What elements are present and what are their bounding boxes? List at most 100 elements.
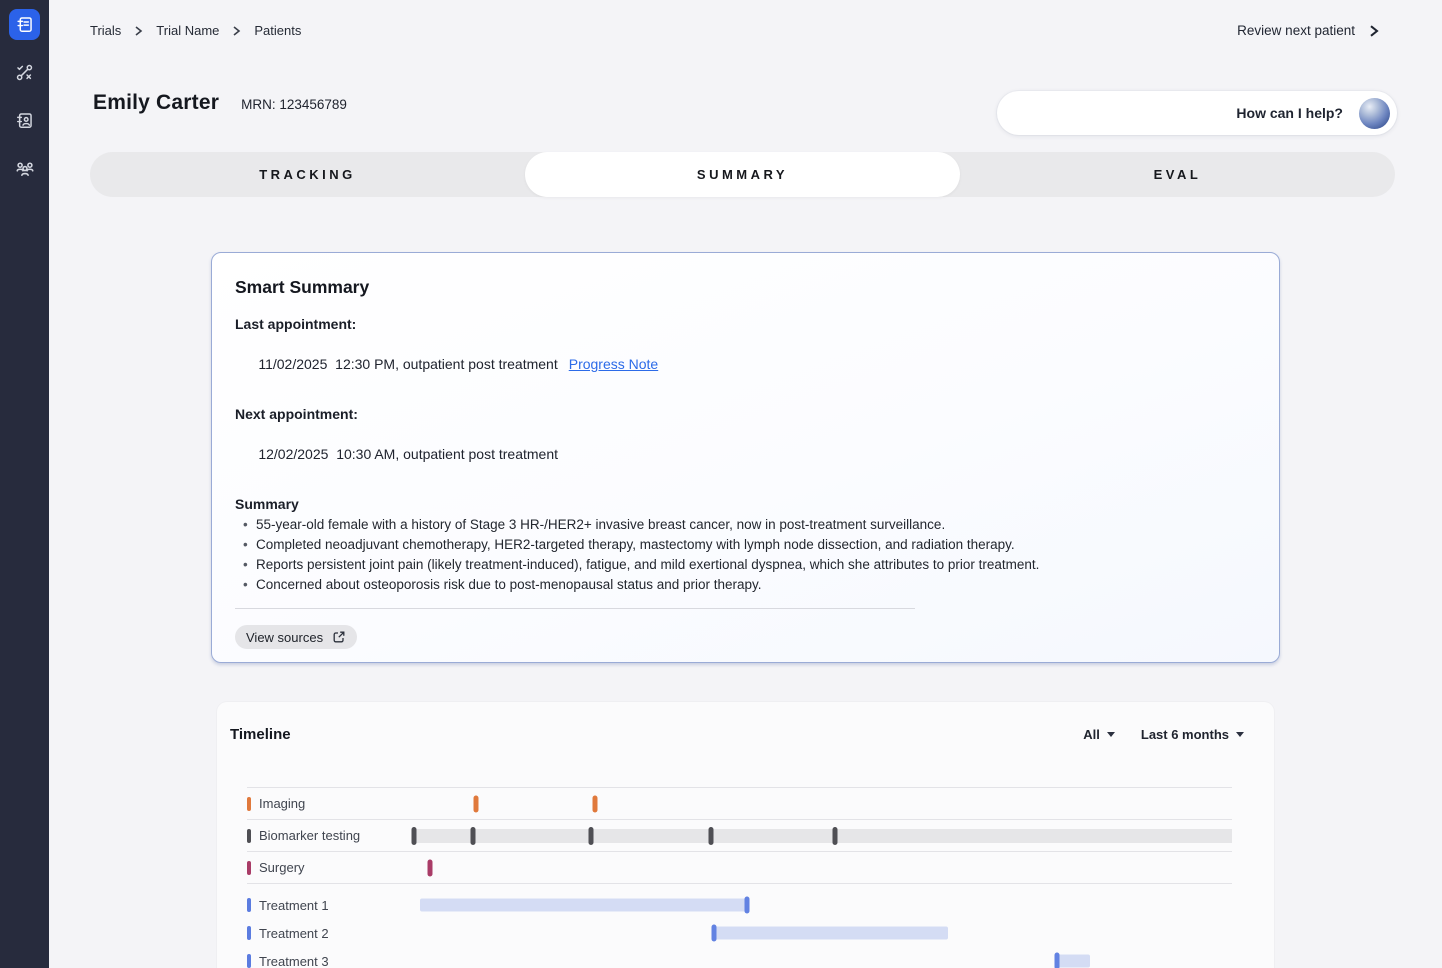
patient-record-icon	[17, 113, 32, 128]
timeline-row-canvas	[247, 788, 1232, 819]
timeline-row-label-text: Imaging	[259, 796, 306, 811]
event-marker	[592, 795, 598, 812]
tab-summary[interactable]: SUMMARY	[525, 152, 960, 197]
timeline-row-label: Imaging	[247, 788, 305, 819]
event-marker	[411, 826, 417, 845]
assistant-input[interactable]: How can I help?	[997, 91, 1397, 135]
patient-notebook-icon	[17, 17, 32, 32]
patient-name: Emily Carter	[93, 91, 220, 114]
breadcrumb-trials[interactable]: Trials	[90, 23, 122, 38]
sidebar-item-strategy[interactable]	[9, 57, 40, 88]
chevron-down-icon	[1106, 732, 1115, 737]
smart-summary-card: Smart Summary Last appointment: 11/02/20…	[211, 252, 1280, 663]
treatment-bar-cap	[1054, 952, 1060, 968]
event-marker	[473, 795, 479, 812]
row-legend-tick	[247, 954, 251, 968]
timeline-row-label: Surgery	[247, 852, 305, 883]
timeline-row: Treatment 2	[247, 919, 1232, 947]
timeline-row: Surgery	[247, 851, 1232, 883]
assistant-prompt-label: How can I help?	[1236, 105, 1343, 121]
event-marker	[832, 826, 838, 845]
timeline-grid-divider	[247, 883, 1232, 891]
timeline-filter-all-dropdown[interactable]: All	[1083, 727, 1115, 742]
row-legend-tick	[247, 926, 251, 940]
timeline-row-label-text: Treatment 1	[259, 897, 329, 913]
next-appointment-value: 12/02/2025 10:30 AM, outpatient post tre…	[258, 446, 558, 462]
timeline-row-label: Treatment 1	[247, 891, 329, 919]
timeline-filter-all-label: All	[1083, 727, 1100, 742]
chevron-down-icon	[1236, 732, 1244, 737]
timeline-row: Treatment 1	[247, 891, 1232, 919]
tab-tracking[interactable]: TRACKING	[259, 167, 356, 182]
progress-note-link[interactable]: Progress Note	[568, 356, 659, 372]
event-marker	[588, 826, 594, 845]
timeline-row-label-text: Treatment 2	[259, 925, 329, 941]
row-legend-tick	[247, 828, 251, 843]
summary-bullet: Concerned about osteoporosis risk due to…	[235, 575, 1255, 595]
review-next-patient-button[interactable]: Review next patient	[1237, 23, 1379, 38]
timeline-row-canvas	[247, 947, 1232, 968]
row-legend-tick	[247, 898, 251, 912]
timeline-range-dropdown[interactable]: Last 6 months	[1141, 727, 1244, 742]
breadcrumb-patients[interactable]: Patients	[254, 23, 302, 38]
treatment-bar	[419, 898, 747, 912]
divider	[235, 608, 915, 609]
timeline-row: Treatment 3	[247, 947, 1232, 968]
main-content: Trials Trial Name Patients Review next p…	[49, 0, 1442, 968]
treatment-bar	[713, 926, 948, 940]
patient-mrn: MRN: 123456789	[241, 97, 347, 112]
treatment-bar-cap	[744, 896, 750, 914]
chevron-right-icon	[232, 25, 241, 36]
chevron-right-icon	[134, 25, 143, 36]
timeline-row-canvas	[247, 919, 1232, 947]
row-legend-tick	[247, 796, 251, 811]
view-sources-button[interactable]: View sources	[235, 625, 358, 649]
chevron-right-icon	[1370, 24, 1379, 37]
timeline-row-label-text: Biomarker testing	[259, 828, 361, 843]
treatment-bar	[1056, 954, 1090, 968]
external-link-icon	[333, 631, 345, 643]
timeline-row: Biomarker testing	[247, 819, 1232, 851]
breadcrumb: Trials Trial Name Patients	[90, 23, 301, 38]
timeline-chart: Imaging Biomarker testing Surgery Treatment…	[247, 787, 1232, 968]
row-legend-tick	[247, 860, 251, 875]
last-appointment-label: Last appointment:	[235, 316, 357, 332]
sidebar	[0, 0, 49, 968]
summary-bullet: Completed neoadjuvant chemotherapy, HER2…	[235, 535, 1255, 555]
summary-list: 55-year-old female with a history of Sta…	[235, 515, 1255, 595]
timeline-range-label: Last 6 months	[1140, 727, 1229, 742]
timeline-row-canvas	[247, 852, 1232, 883]
sidebar-item-care-team[interactable]	[9, 153, 40, 184]
timeline-row-canvas	[247, 820, 1232, 851]
event-marker	[470, 826, 476, 845]
summary-bullet: Reports persistent joint pain (likely tr…	[235, 555, 1255, 575]
review-next-patient-label: Review next patient	[1237, 23, 1355, 38]
timeline-row: Imaging	[247, 787, 1232, 819]
event-marker	[708, 826, 714, 845]
summary-bullet: 55-year-old female with a history of Sta…	[235, 515, 1255, 535]
event-marker	[427, 859, 433, 876]
timeline-row-label: Treatment 2	[247, 919, 329, 947]
last-appointment-value: 11/02/2025 12:30 PM, outpatient post tre…	[258, 356, 558, 372]
next-appointment-label: Next appointment:	[235, 406, 358, 422]
sidebar-item-patient-record[interactable]	[9, 105, 40, 136]
biomarker-band	[413, 828, 1232, 843]
timeline-row-label-text: Surgery	[259, 860, 305, 875]
timeline-card: Timeline All Last 6 months Imaging Biomar…	[217, 702, 1274, 968]
strategy-icon	[16, 64, 33, 81]
treatment-bar-cap	[711, 924, 717, 942]
timeline-title: Timeline	[230, 726, 291, 743]
timeline-row-label: Biomarker testing	[247, 820, 360, 851]
timeline-row-canvas	[247, 891, 1232, 919]
care-team-icon	[15, 161, 34, 176]
timeline-row-label: Treatment 3	[247, 947, 329, 968]
breadcrumb-trial-name[interactable]: Trial Name	[156, 23, 220, 38]
assistant-orb-icon[interactable]	[1359, 97, 1390, 129]
sidebar-item-patient-notebook[interactable]	[9, 9, 40, 40]
tab-bar: TRACKING SUMMARY EVAL	[90, 152, 1395, 197]
timeline-row-label-text: Treatment 3	[259, 953, 329, 968]
tab-eval[interactable]: EVAL	[1153, 167, 1202, 182]
smart-summary-title: Smart Summary	[235, 277, 370, 297]
summary-label: Summary	[235, 496, 299, 512]
view-sources-label: View sources	[246, 629, 324, 645]
